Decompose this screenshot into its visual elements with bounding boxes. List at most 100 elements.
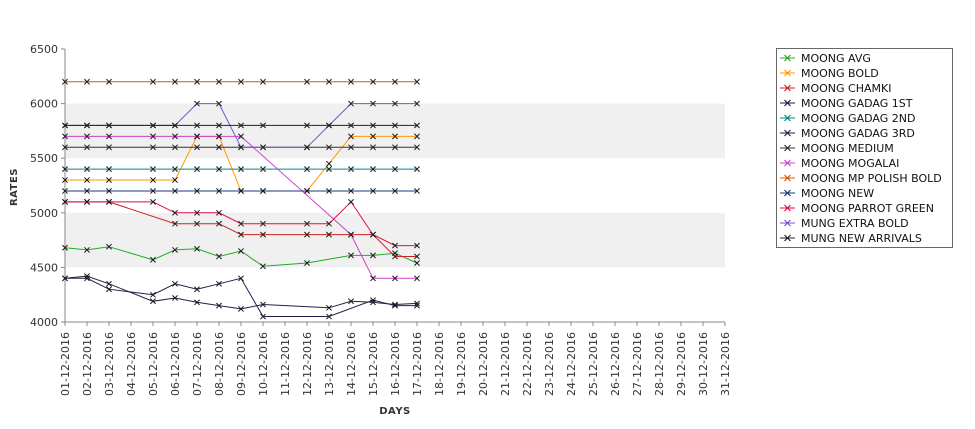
- y-tick-label: 4000: [30, 316, 58, 329]
- data-point-marker: [414, 100, 420, 107]
- data-point-marker: [106, 144, 112, 151]
- data-point-marker: [194, 299, 200, 306]
- data-point-marker: [238, 166, 244, 173]
- data-point-marker: [150, 133, 156, 140]
- data-point-marker: [238, 220, 244, 227]
- legend-marker: [784, 129, 791, 137]
- x-tick-label: 23-12-2016: [543, 332, 556, 396]
- data-point-marker: [414, 275, 420, 282]
- data-point-marker: [106, 122, 112, 129]
- series-moong-avg: [62, 243, 420, 270]
- legend-item: MUNG EXTRA BOLD: [780, 217, 909, 230]
- series-line: [65, 277, 417, 317]
- data-point-marker: [392, 144, 398, 151]
- data-point-marker: [194, 122, 200, 129]
- legend-item: MOONG GADAG 1ST: [780, 97, 913, 110]
- data-point-marker: [150, 291, 156, 298]
- data-point-marker: [216, 188, 222, 194]
- data-point-marker: [62, 133, 68, 140]
- data-point-marker: [304, 122, 310, 129]
- legend-item: MOONG PARROT GREEN: [780, 202, 934, 215]
- data-point-marker: [150, 177, 156, 183]
- data-point-marker: [260, 301, 266, 308]
- x-tick-label: 13-12-2016: [323, 332, 336, 396]
- data-point-marker: [326, 220, 332, 227]
- legend-item: MOONG MEDIUM: [780, 142, 894, 155]
- data-point-marker: [62, 166, 68, 173]
- data-point-marker: [304, 220, 310, 227]
- data-point-marker: [414, 144, 420, 151]
- data-point-marker: [392, 242, 398, 249]
- data-point-marker: [304, 166, 310, 173]
- data-point-marker: [260, 188, 266, 194]
- y-tick-label: 4500: [30, 261, 58, 274]
- data-point-marker: [172, 78, 178, 85]
- data-point-marker: [238, 122, 244, 129]
- data-point-marker: [392, 253, 398, 260]
- legend-marker: [784, 204, 791, 212]
- legend-marker: [784, 84, 791, 92]
- data-point-marker: [194, 286, 200, 293]
- x-tick-label: 06-12-2016: [169, 332, 182, 396]
- legend-label: MUNG EXTRA BOLD: [801, 217, 909, 230]
- data-point-marker: [150, 198, 156, 205]
- y-axis: 4000 4500 5000 5500 6000 6500: [30, 43, 66, 329]
- data-point-marker: [304, 78, 310, 85]
- data-point-marker: [172, 209, 178, 216]
- legend-marker: [784, 99, 791, 107]
- y-tick-label: 5500: [30, 152, 58, 165]
- data-point-marker: [326, 78, 332, 85]
- data-point-marker: [172, 295, 178, 301]
- data-point-marker: [194, 188, 200, 194]
- data-point-marker: [414, 260, 420, 266]
- x-tick-label: 25-12-2016: [587, 332, 600, 396]
- data-point-marker: [84, 122, 90, 129]
- data-point-marker: [172, 133, 178, 140]
- data-point-marker: [62, 122, 68, 129]
- x-tick-label: 07-12-2016: [191, 332, 204, 396]
- series-line: [65, 201, 417, 257]
- data-point-marker: [348, 78, 354, 85]
- legend-marker: [784, 144, 791, 152]
- data-point-marker: [172, 166, 178, 173]
- legend-marker: [784, 219, 791, 227]
- data-point-marker: [326, 166, 332, 173]
- data-point-marker: [392, 133, 398, 140]
- data-point-marker: [304, 231, 310, 238]
- x-tick-label: 09-12-2016: [235, 332, 248, 396]
- legend-label: MOONG GADAG 3RD: [801, 127, 915, 140]
- x-tick-label: 10-12-2016: [257, 332, 270, 396]
- legend: MOONG AVG MOONG BOLD MOONG CHAMKI MOONG GAD…: [776, 48, 953, 248]
- data-point-marker: [150, 256, 156, 263]
- x-tick-label: 21-12-2016: [499, 332, 512, 396]
- data-point-marker: [106, 188, 112, 194]
- data-point-marker: [238, 133, 244, 140]
- data-point-marker: [414, 253, 420, 260]
- data-point-marker: [370, 231, 376, 238]
- data-point-marker: [84, 177, 90, 183]
- data-point-marker: [106, 133, 112, 140]
- data-point-marker: [348, 188, 354, 194]
- data-point-marker: [348, 100, 354, 107]
- data-point-marker: [326, 231, 332, 238]
- legend-marker: [784, 159, 791, 167]
- data-point-marker: [194, 144, 200, 151]
- x-tick-label: 19-12-2016: [455, 332, 468, 396]
- data-point-marker: [326, 188, 332, 194]
- data-point-marker: [348, 298, 354, 305]
- data-point-marker: [348, 252, 354, 259]
- data-point-marker: [216, 302, 222, 309]
- x-tick-label: 20-12-2016: [477, 332, 490, 396]
- data-point-marker: [172, 220, 178, 227]
- legend-label: MOONG MOGALAI: [801, 157, 899, 170]
- data-point-marker: [216, 166, 222, 173]
- legend-marker: [784, 174, 791, 182]
- data-point-marker: [326, 122, 332, 129]
- legend-box: [776, 48, 953, 248]
- legend-marker: [784, 114, 791, 122]
- data-point-marker: [260, 122, 266, 129]
- data-point-marker: [172, 177, 178, 183]
- data-point-marker: [216, 100, 222, 107]
- grid-band: [65, 212, 725, 268]
- x-tick-label: 29-12-2016: [675, 332, 688, 396]
